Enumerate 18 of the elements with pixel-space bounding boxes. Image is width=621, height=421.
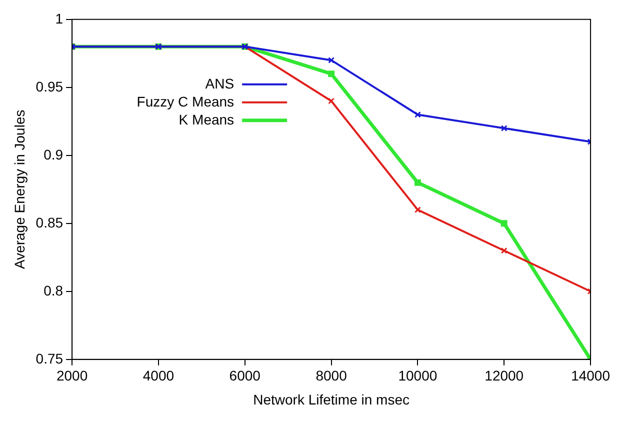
x-tick-label: 12000 [484, 368, 524, 384]
y-tick-label: 1 [55, 10, 64, 26]
y-tick-label: 0.95 [36, 78, 64, 94]
legend-label: ANS [205, 75, 234, 92]
x-tick-label: 4000 [142, 368, 174, 384]
x-tick-label: 8000 [316, 368, 348, 384]
legend-label: Fuzzy C Means [136, 93, 234, 110]
y-tick-label: 0.8 [44, 282, 64, 298]
legend-label: K Means [178, 111, 234, 128]
x-axis-title: Network Lifetime in msec [253, 391, 410, 408]
y-axis-title: Average Energy in Joules [11, 110, 28, 270]
y-tick-label: 0.75 [36, 350, 64, 366]
x-tick-label: 14000 [571, 368, 610, 384]
y-tick-label: 0.85 [36, 214, 64, 230]
x-tick-label: 6000 [229, 368, 261, 384]
y-tick-label: 0.9 [44, 146, 64, 162]
x-tick-label: 2000 [56, 368, 88, 384]
x-tick-label: 10000 [398, 368, 438, 384]
